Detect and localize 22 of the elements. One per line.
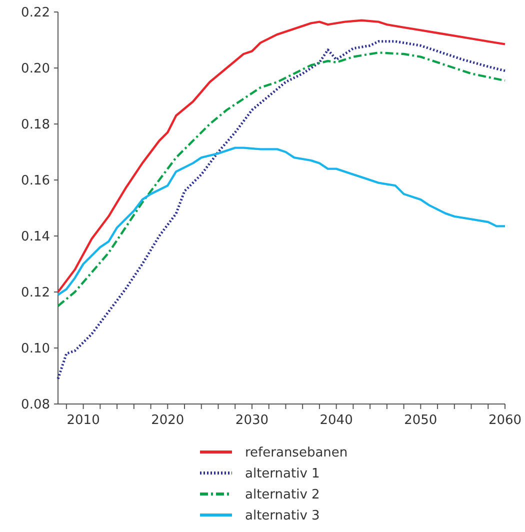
y-tick-label: 0.20 bbox=[21, 62, 50, 77]
legend-label: alternativ 1 bbox=[245, 466, 320, 482]
y-tick-label: 0.22 bbox=[21, 6, 50, 21]
x-tick-label: 2050 bbox=[404, 413, 438, 428]
line-series bbox=[56, 146, 506, 296]
y-tick-label: 0.08 bbox=[21, 398, 50, 413]
y-tick-label: 0.18 bbox=[21, 118, 50, 133]
x-tick-label: 2020 bbox=[151, 413, 184, 428]
x-tick-label: 2030 bbox=[235, 413, 269, 428]
x-tick-label: 2040 bbox=[320, 413, 353, 428]
y-tick-label: 0.12 bbox=[21, 286, 50, 301]
y-tick-label: 0.16 bbox=[21, 174, 50, 189]
line-series bbox=[56, 40, 506, 380]
legend-label: alternativ 2 bbox=[245, 488, 320, 503]
x-tick-label: 2010 bbox=[66, 413, 100, 428]
line-series bbox=[56, 52, 506, 308]
legend-label: alternativ 3 bbox=[245, 508, 320, 524]
line-series bbox=[56, 19, 506, 294]
x-tick-label: 2060 bbox=[488, 413, 522, 428]
y-tick-label: 0.14 bbox=[21, 230, 50, 245]
y-tick-label: 0.10 bbox=[21, 342, 50, 357]
legend-label: referansebanen bbox=[245, 446, 348, 461]
